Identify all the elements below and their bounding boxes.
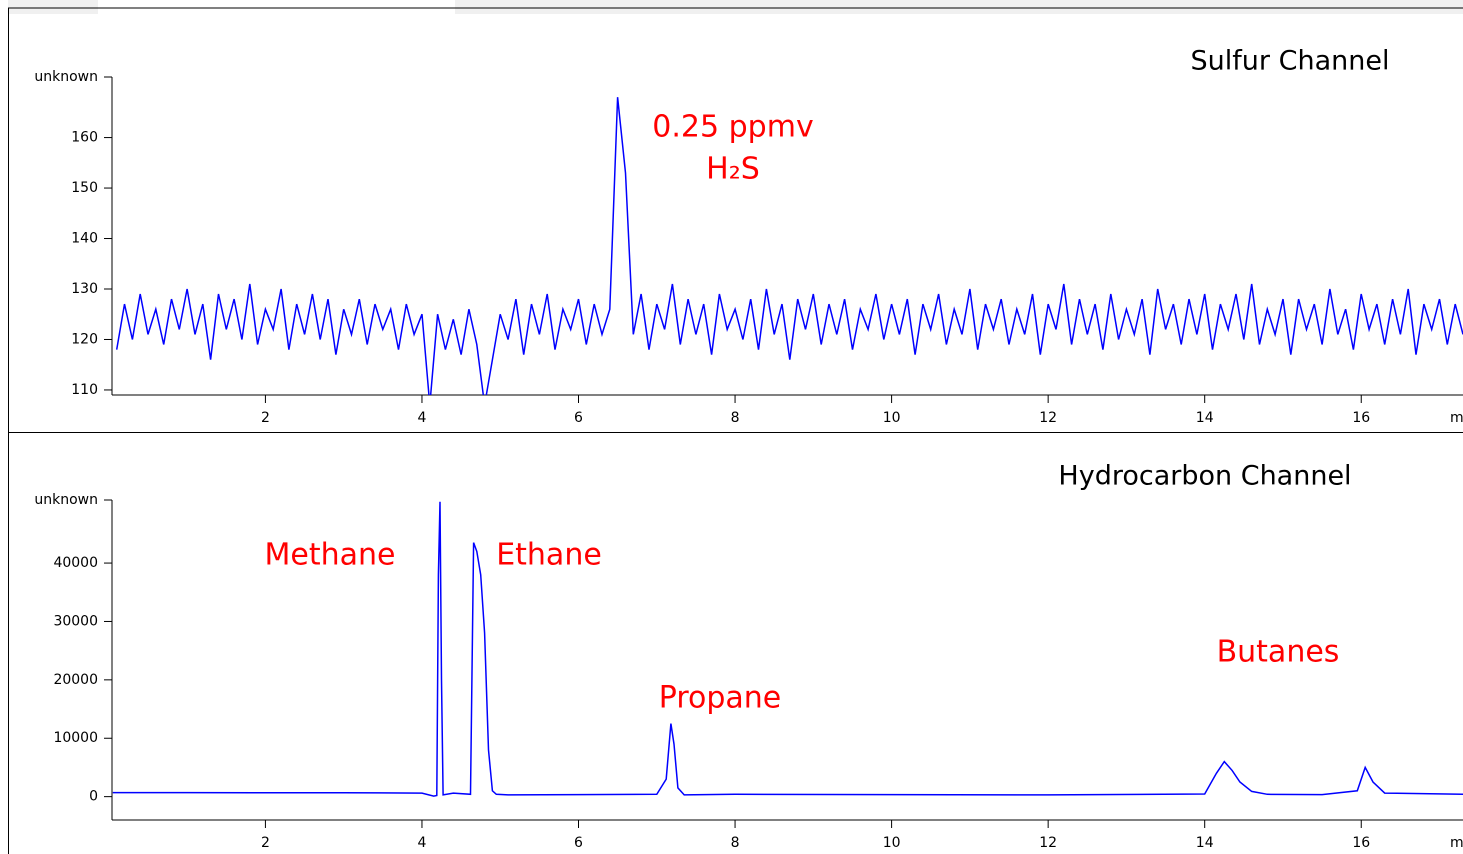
chart-title: Hydrocarbon Channel (1058, 461, 1351, 492)
x-tick-label: 4 (418, 835, 427, 851)
x-tick-label: 16 (1352, 835, 1370, 851)
y-tick-label: 150 (71, 180, 98, 196)
y-tick-label: 110 (71, 382, 98, 398)
trace (112, 501, 1463, 797)
y-tick-label: 20000 (53, 672, 98, 688)
annotation: Ethane (496, 538, 602, 573)
x-tick-label: 10 (883, 410, 901, 426)
top-strip (8, 0, 98, 14)
x-tick-label: 8 (731, 835, 740, 851)
x-tick-label: 2 (261, 835, 270, 851)
annotation: Methane (265, 538, 396, 573)
annotation: Propane (659, 681, 782, 716)
x-tick-label: 2 (261, 410, 270, 426)
annotation: H₂S (706, 152, 760, 187)
x-tick-label: 6 (574, 835, 583, 851)
y-tick-label: 160 (71, 130, 98, 146)
annotation: Butanes (1217, 635, 1340, 670)
y-tick-label: 140 (71, 231, 98, 247)
y-tick-label: 0 (89, 789, 98, 805)
y-axis-label: unknown (34, 69, 98, 85)
x-tick-label: 6 (574, 410, 583, 426)
x-tick-label: 14 (1196, 410, 1214, 426)
chart-title: Sulfur Channel (1191, 46, 1390, 77)
y-tick-label: 30000 (53, 613, 98, 629)
y-tick-label: 40000 (53, 555, 98, 571)
x-tick-label: 12 (1039, 410, 1057, 426)
x-tick-label: 10 (883, 835, 901, 851)
y-tick-label: 10000 (53, 730, 98, 746)
x-tick-label: 4 (418, 410, 427, 426)
x-tick-label: 14 (1196, 835, 1214, 851)
annotation: 0.25 ppmv (652, 110, 813, 145)
top-strip (455, 0, 1463, 14)
y-tick-label: 120 (71, 331, 98, 347)
x-tick-label: 16 (1352, 410, 1370, 426)
x-tick-label: 8 (731, 410, 740, 426)
x-axis-label: m (1450, 410, 1463, 426)
x-tick-label: 12 (1039, 835, 1057, 851)
trace (115, 97, 1463, 395)
y-axis-label: unknown (34, 492, 98, 508)
x-axis-label: m (1450, 835, 1463, 851)
y-tick-label: 130 (71, 281, 98, 297)
